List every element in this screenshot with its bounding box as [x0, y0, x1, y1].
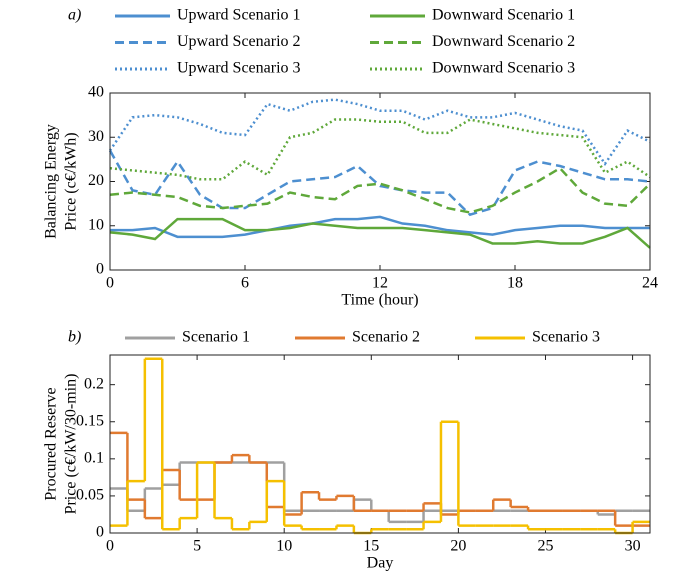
series-line — [110, 215, 650, 239]
y-axis-label: Price (c€/kWh) — [63, 132, 80, 230]
y-tick-label: 0.15 — [76, 412, 104, 429]
y-tick-label: 30 — [88, 128, 104, 145]
panel-label: b) — [68, 329, 81, 346]
y-tick-label: 10 — [88, 216, 104, 233]
legend-label: Upward Scenario 3 — [177, 60, 301, 77]
plot-frame — [109, 354, 651, 534]
legend-label: Scenario 2 — [352, 329, 420, 346]
y-axis-label: Procured Reserve — [43, 387, 60, 500]
x-tick-label: 12 — [372, 275, 388, 292]
legend-label: Scenario 1 — [182, 329, 250, 346]
x-tick-label: 30 — [625, 538, 641, 555]
legend-label: Downward Scenario 1 — [432, 7, 575, 24]
y-tick-label: 40 — [88, 84, 104, 101]
x-tick-label: 5 — [193, 538, 201, 555]
x-tick-label: 0 — [106, 538, 114, 555]
x-tick-label: 15 — [363, 538, 379, 555]
x-tick-label: 10 — [276, 538, 292, 555]
x-axis-label: Day — [367, 555, 394, 572]
series-line — [109, 166, 651, 214]
legend-label: Downward Scenario 2 — [432, 33, 575, 50]
y-tick-label: 0.2 — [84, 375, 104, 392]
y-tick-label: 0.05 — [76, 487, 104, 504]
legend-label: Upward Scenario 2 — [177, 33, 301, 50]
legend-label: Upward Scenario 1 — [177, 7, 301, 24]
x-tick-label: 24 — [642, 275, 658, 292]
x-tick-label: 6 — [241, 275, 249, 292]
y-tick-label: 20 — [88, 172, 104, 189]
x-tick-label: 0 — [106, 275, 114, 292]
legend-label: Downward Scenario 3 — [432, 60, 575, 77]
x-tick-label: 18 — [507, 275, 523, 292]
series-line — [109, 217, 651, 249]
series-line — [108, 149, 651, 217]
x-tick-label: 20 — [450, 538, 466, 555]
x-tick-label: 25 — [537, 538, 553, 555]
plot-frame — [109, 92, 651, 271]
y-tick-label: 0 — [96, 261, 104, 278]
series-line — [109, 118, 651, 181]
panel-label: a) — [68, 7, 81, 24]
y-tick-label: 0.1 — [84, 450, 104, 467]
y-axis-label: Price (c€/kW/30-min) — [63, 374, 80, 515]
legend-label: Scenario 3 — [532, 329, 600, 346]
y-tick-label: 0 — [96, 524, 104, 541]
x-axis-label: Time (hour) — [341, 292, 418, 309]
series-line — [108, 98, 651, 167]
y-axis-label: Balancing Energy — [43, 124, 60, 239]
